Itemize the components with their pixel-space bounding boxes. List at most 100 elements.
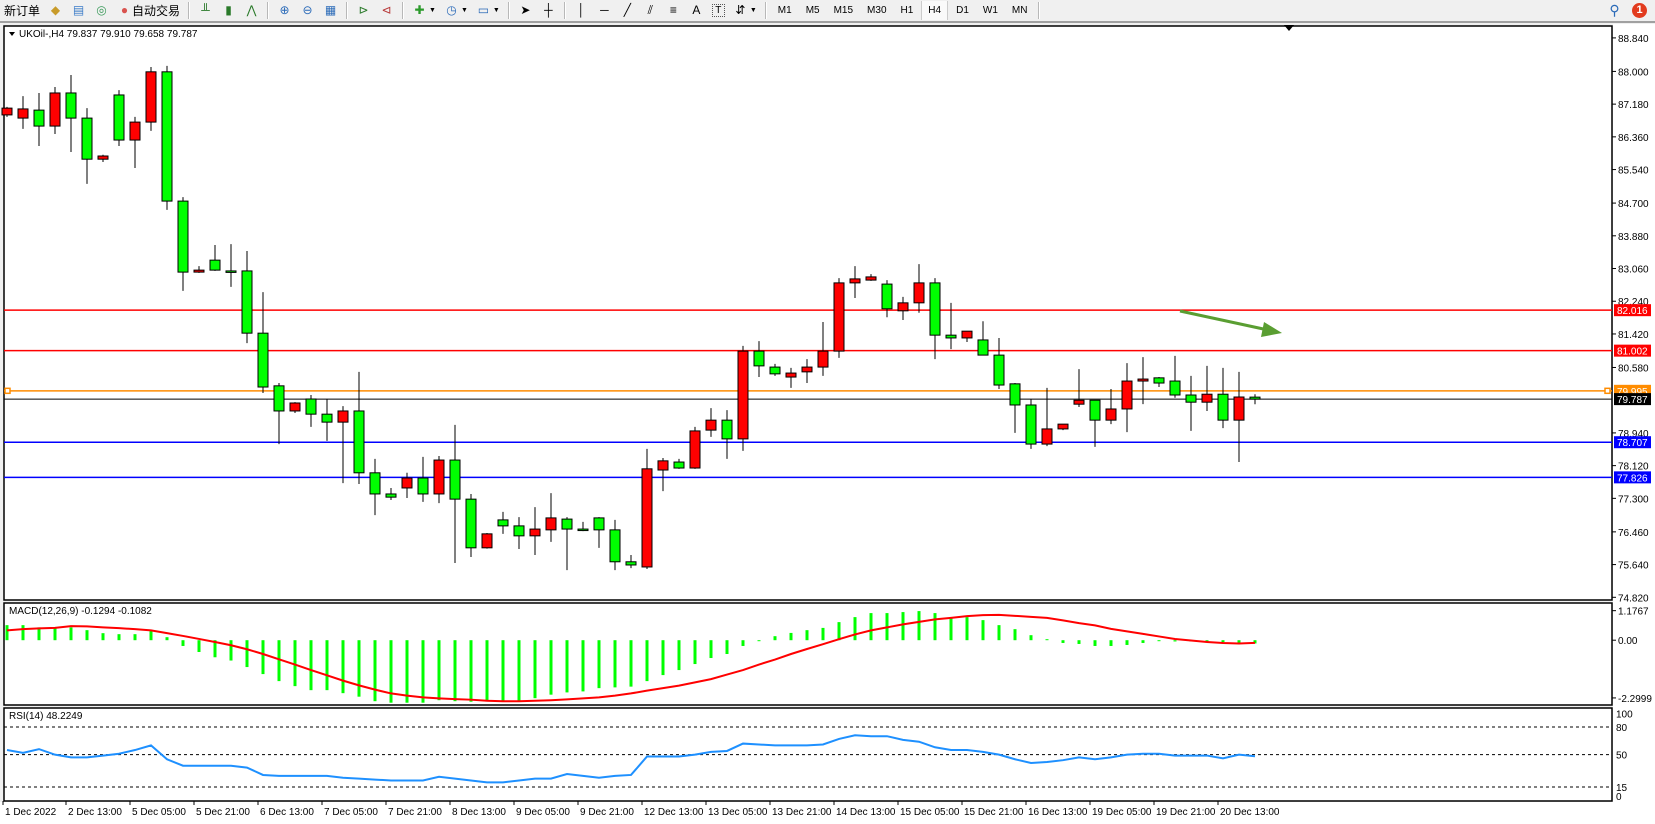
candle-body[interactable]: [177, 200, 189, 273]
periods-button[interactable]: ◷ ▼: [441, 1, 471, 20]
timeframe-mn-button[interactable]: MN: [1011, 5, 1028, 16]
candle-body[interactable]: [593, 517, 605, 531]
candle-body[interactable]: [1201, 393, 1213, 403]
new-order-button[interactable]: 新订单: [1, 1, 43, 20]
candle-body[interactable]: [17, 108, 29, 119]
line-handle-icon[interactable]: [1604, 387, 1611, 395]
candle-body[interactable]: [801, 366, 813, 373]
candle-body[interactable]: [497, 519, 509, 527]
candle-body[interactable]: [689, 430, 701, 469]
signal-button[interactable]: ◎: [91, 1, 112, 20]
text-label-button[interactable]: T: [709, 1, 728, 20]
equidistant-channel-button[interactable]: ⫽: [640, 1, 661, 20]
candle-body[interactable]: [1009, 383, 1021, 406]
candle-body[interactable]: [1137, 378, 1149, 382]
candle-body[interactable]: [545, 517, 557, 531]
candle-body[interactable]: [193, 269, 205, 273]
candle-body[interactable]: [65, 92, 77, 119]
chart-shift-marker-icon[interactable]: [1284, 25, 1294, 31]
macd-pane[interactable]: [3, 602, 1613, 706]
auto-trading-button[interactable]: ● 自动交易: [114, 1, 183, 20]
chart-shift-button[interactable]: ⊲: [376, 1, 397, 20]
candle-body[interactable]: [1105, 408, 1117, 421]
indicators-button[interactable]: ✚ ▼: [409, 1, 439, 20]
candle-body[interactable]: [433, 459, 445, 495]
timeframe-m1-button[interactable]: M1: [777, 5, 792, 16]
open-folder-button[interactable]: ◆: [45, 1, 66, 20]
cursor-button[interactable]: ➤: [515, 1, 536, 20]
candle-body[interactable]: [993, 354, 1005, 386]
candle-body[interactable]: [209, 259, 221, 271]
timeframe-h1-button[interactable]: H1: [900, 5, 914, 16]
candle-body[interactable]: [369, 472, 381, 495]
candle-body[interactable]: [657, 460, 669, 471]
timeframe-d1-button[interactable]: D1: [956, 5, 969, 16]
candle-body[interactable]: [513, 525, 525, 537]
candle-body[interactable]: [1025, 404, 1037, 445]
zoom-out-button[interactable]: ⊖: [297, 1, 318, 20]
candle-body[interactable]: [33, 109, 45, 127]
candle-body[interactable]: [1153, 377, 1165, 384]
candle-body[interactable]: [1089, 399, 1101, 421]
candle-body[interactable]: [913, 282, 925, 304]
candle-body[interactable]: [769, 366, 781, 375]
tile-windows-button[interactable]: ▦: [320, 1, 341, 20]
candle-body[interactable]: [577, 528, 589, 532]
timeframe-m5-button[interactable]: M5: [805, 5, 820, 16]
candle-body[interactable]: [977, 339, 989, 356]
text-button[interactable]: A: [686, 1, 707, 20]
candle-body[interactable]: [273, 385, 285, 412]
candle-body[interactable]: [289, 402, 301, 412]
candle-body[interactable]: [1249, 396, 1261, 400]
line-handle-icon[interactable]: [4, 387, 11, 395]
candle-body[interactable]: [481, 533, 493, 549]
collapse-triangle-icon[interactable]: [9, 32, 15, 36]
candle-body[interactable]: [945, 334, 957, 339]
fibonacci-button[interactable]: ≡: [663, 1, 684, 20]
candle-body[interactable]: [1041, 428, 1053, 445]
timeframe-m15-button[interactable]: M15: [833, 5, 854, 16]
trendline-button[interactable]: ╱: [617, 1, 638, 20]
profiles-button[interactable]: ▤: [68, 1, 89, 20]
candle-body[interactable]: [561, 518, 573, 530]
candle-body[interactable]: [961, 330, 973, 339]
candle-body[interactable]: [849, 278, 861, 284]
candle-body[interactable]: [785, 372, 797, 378]
horizontal-line-button[interactable]: ─: [594, 1, 615, 20]
candle-body[interactable]: [1057, 423, 1069, 430]
candle-body[interactable]: [881, 283, 893, 310]
candle-body[interactable]: [609, 529, 621, 563]
candle-body[interactable]: [833, 282, 845, 352]
candle-body[interactable]: [721, 419, 733, 440]
candle-body[interactable]: [113, 94, 125, 141]
candle-body[interactable]: [417, 477, 429, 495]
candle-body[interactable]: [625, 561, 637, 566]
candle-body[interactable]: [97, 155, 109, 160]
crosshair-button[interactable]: ┼: [538, 1, 559, 20]
bar-chart-button[interactable]: ╨: [195, 1, 216, 20]
candle-body[interactable]: [929, 282, 941, 336]
candle-body[interactable]: [1217, 393, 1229, 421]
candle-body[interactable]: [225, 270, 237, 273]
arrows-button[interactable]: ⇵ ▼: [730, 1, 760, 20]
candle-body[interactable]: [353, 410, 365, 474]
candle-body[interactable]: [305, 398, 317, 415]
auto-scroll-button[interactable]: ⊳: [353, 1, 374, 20]
candle-body[interactable]: [385, 493, 397, 498]
candle-body[interactable]: [129, 121, 141, 141]
candle-body[interactable]: [337, 410, 349, 423]
timeframe-h4-button[interactable]: H4: [921, 1, 949, 20]
candle-body[interactable]: [1233, 396, 1245, 421]
zoom-in-button[interactable]: ⊕: [274, 1, 295, 20]
candle-body[interactable]: [449, 459, 461, 500]
candle-body[interactable]: [1, 107, 13, 116]
candle-body[interactable]: [817, 350, 829, 368]
candle-body[interactable]: [641, 468, 653, 568]
price-pane[interactable]: [3, 25, 1613, 601]
timeframe-w1-button[interactable]: W1: [982, 5, 998, 16]
vertical-line-button[interactable]: │: [571, 1, 592, 20]
candle-body[interactable]: [705, 419, 717, 431]
candle-body[interactable]: [145, 71, 157, 123]
candle-body[interactable]: [49, 92, 61, 127]
